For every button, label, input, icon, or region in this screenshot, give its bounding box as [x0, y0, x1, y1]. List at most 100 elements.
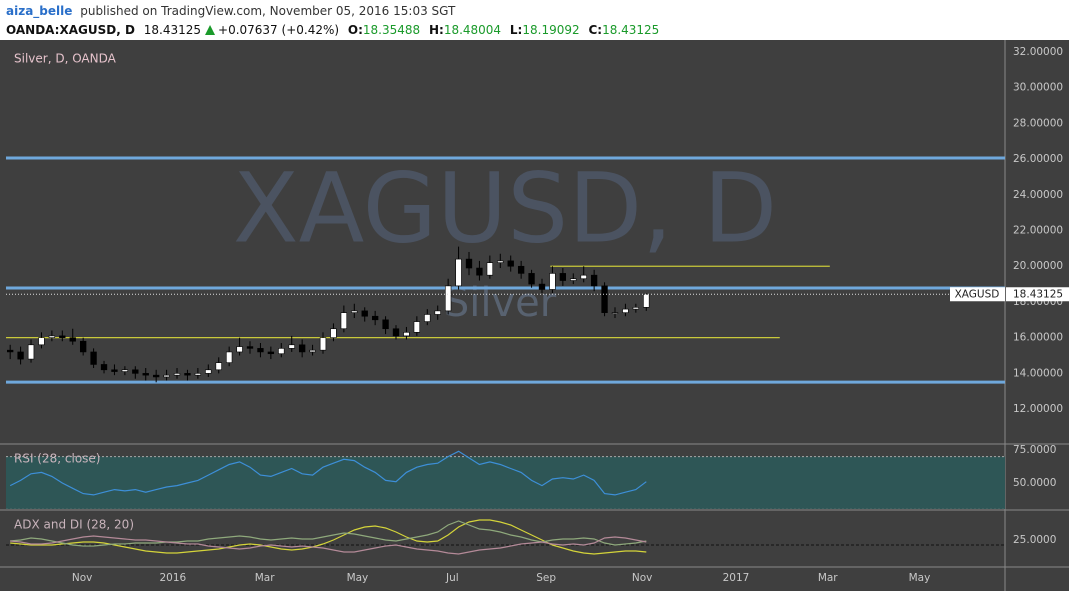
y-tick-label: 30.00000	[1013, 82, 1063, 94]
candle-body	[465, 258, 473, 269]
x-tick-label: Nov	[632, 572, 653, 584]
high: 18.48004	[444, 23, 501, 37]
y-tick-label: 24.00000	[1013, 189, 1063, 201]
candle-body	[643, 293, 650, 308]
x-tick-label: 2017	[723, 572, 750, 584]
candle-body	[298, 344, 306, 353]
candle-body	[309, 349, 316, 353]
candle-body	[622, 308, 629, 313]
candle-body	[601, 285, 608, 313]
candle-body	[142, 373, 149, 376]
candle-body	[215, 362, 222, 371]
candle-body	[257, 348, 264, 353]
candle-body	[194, 373, 202, 376]
candle-body	[580, 274, 587, 280]
low-label: L:	[510, 23, 522, 37]
price-tag-symbol: XAGUSD	[955, 288, 1000, 300]
candle-body	[121, 369, 129, 372]
candle-body	[507, 260, 514, 267]
y-tick-label: 75.0000	[1013, 444, 1056, 456]
price-tag-value: 18.43125	[1013, 288, 1063, 300]
candle-body	[382, 319, 389, 330]
candle-body	[403, 332, 410, 337]
candle-body	[538, 283, 546, 290]
y-tick-label: 12.00000	[1013, 403, 1063, 415]
candle-body	[184, 373, 191, 376]
candle-body	[278, 348, 285, 355]
candle-body	[288, 344, 295, 349]
candle-body	[590, 274, 598, 287]
candle-body	[632, 307, 640, 310]
pane	[6, 519, 1005, 555]
candle-body	[236, 346, 243, 353]
candle-body	[424, 314, 431, 322]
candle-body	[476, 267, 483, 276]
y-tick-label: 32.00000	[1013, 46, 1063, 58]
candle-body	[111, 369, 118, 372]
pane-title: RSI (28, close)	[14, 452, 100, 466]
x-tick-label: May	[347, 572, 369, 584]
low: 18.19092	[522, 23, 579, 37]
candle-body	[486, 262, 494, 276]
change: +0.07637 (+0.42%)	[218, 23, 339, 37]
price: 18.43125	[144, 23, 201, 37]
candle-body	[90, 351, 97, 365]
candle-body	[59, 335, 66, 338]
x-tick-label: Jul	[445, 572, 459, 584]
y-tick-label: 50.0000	[1013, 477, 1056, 489]
candle-body	[371, 315, 379, 321]
candle-body	[517, 265, 525, 274]
candle-body	[340, 312, 348, 330]
x-tick-label: 2016	[159, 572, 186, 584]
header-line2: OANDA:XAGUSD, D 18.43125	[6, 23, 201, 37]
candle-body	[79, 340, 87, 353]
candle-body	[246, 346, 254, 349]
x-tick-label: Mar	[255, 572, 275, 584]
candle-body	[205, 369, 212, 374]
x-tick-label: Mar	[818, 572, 838, 584]
candle-body	[434, 310, 441, 315]
y-tick-label: 26.00000	[1013, 153, 1063, 165]
price-tag-bg	[950, 287, 1005, 302]
open: 18.35488	[363, 23, 420, 37]
candle-body	[173, 373, 181, 376]
y-tick-label: 25.0000	[1013, 534, 1056, 546]
candle-body	[392, 328, 400, 337]
header-line1: aiza_belle published on TradingView.com,…	[6, 4, 456, 19]
candle-body	[7, 349, 14, 353]
candle-body	[330, 328, 337, 338]
header-bg	[0, 0, 1069, 40]
published: published on TradingView.com, November 0…	[80, 4, 456, 18]
close-label: C:	[588, 23, 602, 37]
y-tick-label: 28.00000	[1013, 117, 1063, 129]
candle-body	[497, 260, 504, 263]
x-tick-label: Sep	[536, 572, 556, 584]
header-quote: +0.07637 (+0.42%) O:18.35488 H:18.48004 …	[218, 23, 659, 37]
close: 18.43125	[602, 23, 659, 37]
pane	[6, 450, 1005, 509]
x-tick-label: Nov	[72, 572, 93, 584]
series-line	[10, 535, 647, 555]
rsi-band	[6, 456, 1005, 509]
y-tick-label: 22.00000	[1013, 225, 1063, 237]
candle-body	[559, 273, 567, 281]
y-tick-label: 14.00000	[1013, 367, 1063, 379]
author[interactable]: aiza_belle	[6, 4, 72, 19]
candle-body	[611, 312, 619, 314]
candle-body	[225, 351, 233, 363]
y-tick-label: 20.00000	[1013, 260, 1063, 272]
pane-title: ADX and DI (28, 20)	[14, 518, 134, 532]
open-label: O:	[348, 23, 363, 37]
pane-title: Silver, D, OANDA	[14, 52, 117, 66]
watermark: XAGUSD, D	[233, 152, 777, 264]
candle-body	[455, 258, 462, 287]
candle-body	[17, 351, 24, 360]
candle-body	[152, 374, 160, 378]
x-tick-label: May	[909, 572, 931, 584]
y-tick-label: 16.00000	[1013, 332, 1063, 344]
candle-body	[413, 321, 421, 333]
up-arrow	[205, 25, 216, 35]
